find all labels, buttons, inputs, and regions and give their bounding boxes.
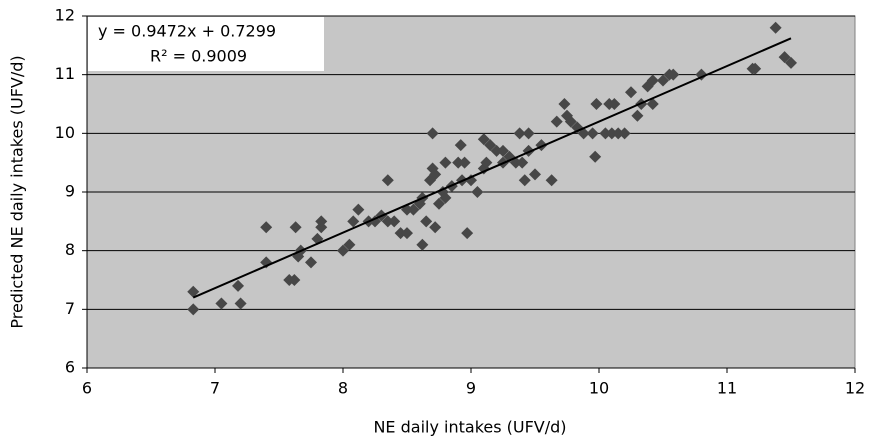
y-tick-label: 6 <box>65 358 75 377</box>
point <box>516 156 529 169</box>
x-tick-label: 10 <box>589 379 609 398</box>
point <box>234 297 247 310</box>
point <box>599 127 612 140</box>
point <box>187 285 200 298</box>
point <box>625 86 637 99</box>
point <box>608 98 621 110</box>
point <box>646 98 659 110</box>
point <box>529 168 541 181</box>
point <box>518 174 531 187</box>
point <box>545 174 558 187</box>
point <box>490 144 503 157</box>
point <box>657 74 669 87</box>
point <box>667 68 680 81</box>
point <box>305 256 317 269</box>
point <box>503 150 516 163</box>
x-axis-title: NE daily intakes (UFV/d) <box>373 418 566 437</box>
y-tick-label: 7 <box>65 299 75 318</box>
point <box>388 215 401 228</box>
point <box>785 56 797 69</box>
marks <box>187 21 797 316</box>
point <box>288 274 301 286</box>
point <box>646 74 659 87</box>
point <box>381 174 394 187</box>
point <box>589 150 602 163</box>
point <box>458 156 471 169</box>
y-axis-title: Predicted NE daily intakes (UFV/d) <box>8 55 27 328</box>
point <box>401 227 413 240</box>
y-tick-label: 11 <box>55 64 75 83</box>
point <box>769 21 782 34</box>
point <box>289 221 302 234</box>
equation: y = 0.9472x + 0.7299 <box>98 22 276 41</box>
point <box>522 127 535 140</box>
x-tick-label: 12 <box>845 379 865 398</box>
point <box>778 51 791 64</box>
point <box>577 127 590 140</box>
point <box>605 127 618 140</box>
point <box>749 62 762 75</box>
x-tick-label: 8 <box>338 379 348 398</box>
point <box>454 139 467 152</box>
point <box>347 215 360 228</box>
point <box>433 197 445 210</box>
point <box>315 215 328 228</box>
point <box>394 227 407 240</box>
point <box>586 127 599 140</box>
point <box>484 139 497 152</box>
x-tick-label: 6 <box>82 379 92 398</box>
x-tick-label: 11 <box>717 379 737 398</box>
point <box>429 221 442 234</box>
point <box>429 168 442 181</box>
grid <box>82 15 856 373</box>
point <box>550 115 563 128</box>
point <box>232 279 245 292</box>
annotation-box <box>88 17 324 71</box>
x-tick-label: 7 <box>210 379 220 398</box>
point <box>452 156 465 169</box>
point <box>497 144 509 157</box>
point <box>187 303 200 316</box>
point <box>477 133 490 146</box>
point <box>416 238 429 251</box>
point <box>215 297 228 310</box>
point <box>618 127 631 140</box>
point <box>260 221 273 234</box>
point <box>407 203 420 216</box>
point <box>439 191 452 204</box>
point <box>461 227 474 240</box>
y-tick-label: 12 <box>55 6 75 25</box>
x-tick-label: 9 <box>466 379 476 398</box>
point <box>631 109 644 122</box>
trendline <box>192 37 792 299</box>
point <box>381 215 394 228</box>
point <box>480 156 493 169</box>
y-tick-label: 10 <box>55 123 75 142</box>
point <box>612 127 625 140</box>
point <box>590 98 603 110</box>
r-squared: R² = 0.9009 <box>150 47 247 66</box>
y-tick-label: 9 <box>65 182 75 201</box>
point <box>465 174 477 187</box>
point <box>439 156 452 169</box>
point <box>343 238 356 251</box>
point <box>337 244 349 257</box>
point <box>564 115 577 128</box>
point <box>513 127 526 140</box>
point <box>558 98 571 110</box>
y-tick-label: 8 <box>65 240 75 259</box>
point <box>352 203 365 216</box>
point <box>426 127 439 140</box>
point <box>420 215 433 228</box>
point <box>471 186 484 198</box>
